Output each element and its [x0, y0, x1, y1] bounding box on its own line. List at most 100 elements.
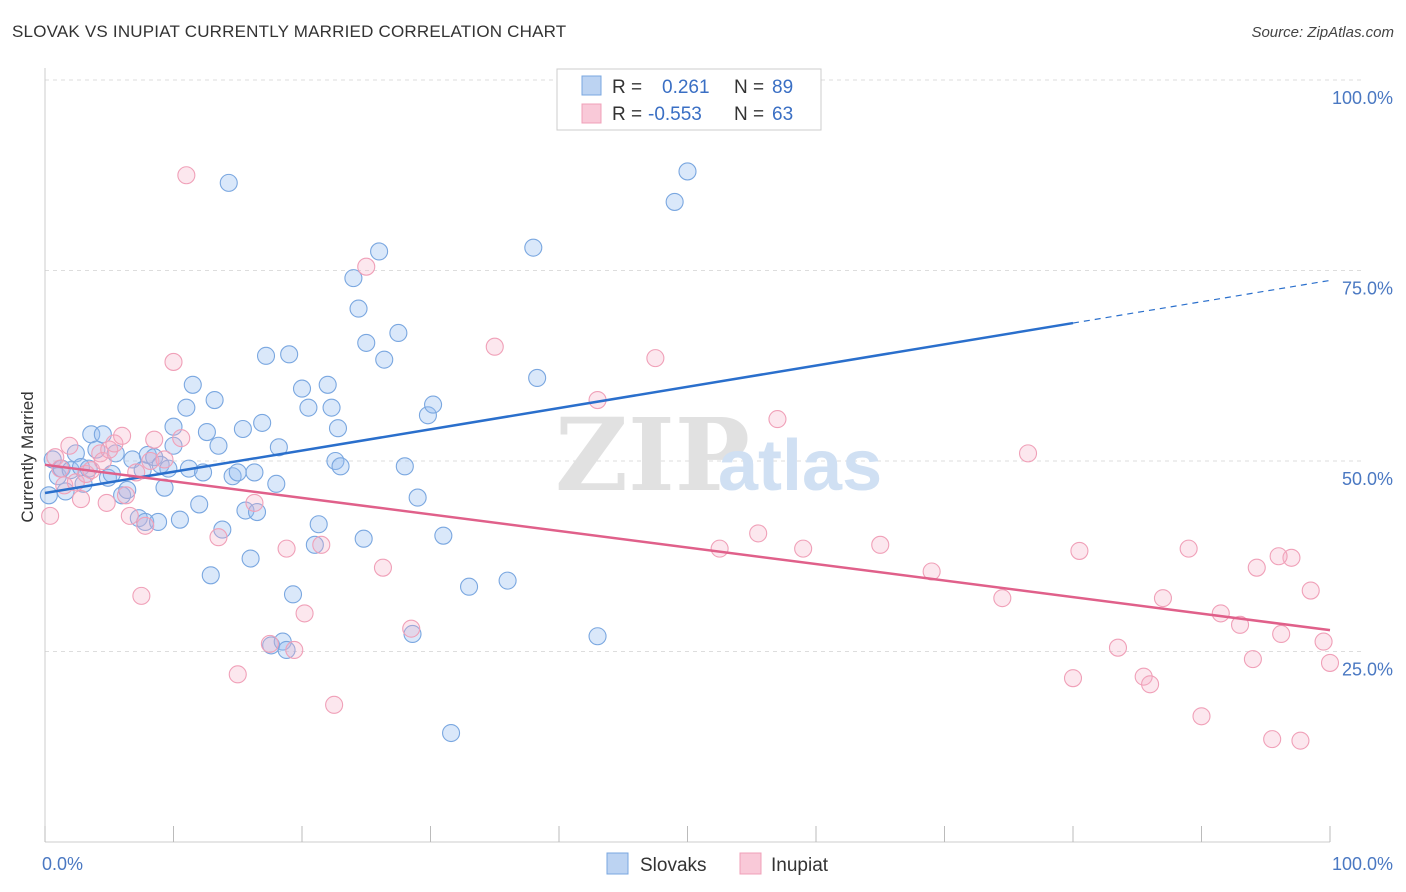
slovak-point-81 — [459, 577, 479, 596]
slovak-point-31 — [177, 398, 196, 417]
slovak-point-58 — [292, 379, 312, 398]
bottom-legend-label-inupiat: Inupiat — [771, 855, 829, 876]
legend: R = 0.261 N = 89 R = -0.553 N = 63 — [556, 68, 822, 131]
inupiat-point-49 — [1063, 669, 1083, 688]
slovak-point-82 — [498, 571, 517, 590]
inupiat-trend-line — [44, 463, 1331, 632]
inupiat-point-0 — [41, 506, 60, 525]
slovak-point-71 — [370, 242, 389, 261]
inupiat-point-4 — [60, 436, 79, 455]
inupiat-point-21 — [145, 430, 164, 449]
slovak-point-38 — [205, 390, 224, 410]
legend-n-value-slovak: 89 — [772, 77, 793, 98]
slovak-point-77 — [418, 406, 437, 425]
inupiat-point-33 — [312, 535, 331, 554]
slovak-point-21 — [136, 512, 155, 532]
slovak-point-67 — [344, 269, 363, 288]
inupiat-point-41 — [710, 539, 729, 558]
slovak-point-33 — [183, 375, 202, 394]
legend-n-label-slovak: N = — [734, 77, 764, 98]
legend-n-label-inupiat: N = — [734, 104, 764, 125]
trend-lines — [44, 279, 1331, 632]
watermark: ZIP atlas — [555, 396, 882, 514]
slovak-point-76 — [408, 488, 427, 507]
inupiat-point-38 — [485, 337, 504, 356]
slovak-point-70 — [357, 333, 376, 352]
inupiat-point-35 — [357, 257, 376, 276]
slovak-point-29 — [170, 510, 189, 529]
y-tick-label-75: 75.0% — [1342, 279, 1393, 299]
slovak-point-57 — [280, 345, 299, 364]
slovak-point-50 — [256, 346, 276, 365]
inupiat-point-27 — [228, 665, 247, 684]
inupiat-points — [41, 166, 1340, 750]
slovak-point-63 — [322, 398, 341, 417]
legend-r-label-slovak: R = — [612, 77, 642, 98]
inupiat-point-36 — [373, 558, 393, 577]
x-tick-label-0: 0.0% — [42, 854, 83, 874]
inupiat-point-32 — [295, 604, 314, 623]
legend-n-value-inupiat: 63 — [772, 104, 793, 125]
x-tick-label-100: 100.0% — [1332, 854, 1393, 874]
slovak-point-64 — [326, 451, 345, 471]
inupiat-point-23 — [164, 352, 183, 371]
slovak-point-74 — [395, 457, 414, 476]
inupiat-point-52 — [1134, 667, 1153, 686]
legend-r-value-inupiat: -0.553 — [648, 104, 702, 125]
slovak-point-62 — [318, 375, 337, 394]
slovak-point-55 — [277, 640, 296, 660]
slovak-point-44 — [233, 419, 252, 439]
inupiat-point-50 — [1070, 541, 1089, 560]
slovak-point-41 — [219, 173, 238, 192]
inupiat-point-62 — [1272, 624, 1291, 644]
y-tick-label-100: 100.0% — [1332, 88, 1393, 108]
y-tick-label-25: 25.0% — [1342, 660, 1393, 680]
inupiat-point-68 — [1269, 547, 1288, 566]
inupiat-point-31 — [285, 640, 304, 660]
slovak-point-59 — [299, 398, 318, 417]
inupiat-point-43 — [768, 410, 787, 429]
inupiat-point-64 — [1291, 731, 1310, 750]
slovak-point-53 — [269, 438, 288, 457]
slovak-trend-line — [44, 321, 1074, 495]
inupiat-point-24 — [172, 429, 191, 448]
slovak-point-34 — [190, 495, 209, 514]
slovak-point-16 — [113, 486, 132, 505]
slovak-point-80 — [442, 723, 461, 743]
inupiat-point-44 — [794, 539, 813, 558]
inupiat-point-53 — [1141, 675, 1160, 694]
slovak-point-78 — [424, 395, 443, 414]
slovak-point-87 — [678, 162, 697, 181]
inupiat-point-11 — [97, 493, 116, 512]
inupiat-point-15 — [116, 486, 136, 505]
inupiat-point-40 — [646, 349, 665, 368]
slovak-point-86 — [665, 192, 684, 211]
slovak-point-37 — [201, 566, 220, 585]
slovak-point-84 — [528, 368, 547, 387]
inupiat-point-58 — [1231, 615, 1250, 634]
inupiat-point-54 — [1153, 589, 1172, 608]
inupiat-point-10 — [93, 451, 112, 471]
inupiat-point-6 — [71, 490, 91, 509]
inupiat-point-34 — [325, 695, 344, 714]
inupiat-point-66 — [1314, 632, 1333, 651]
slovak-point-56 — [283, 585, 303, 604]
inupiat-point-37 — [402, 619, 421, 638]
inupiat-point-65 — [1301, 581, 1320, 600]
slovak-point-49 — [253, 413, 272, 432]
bottom-legend-swatch-slovaks — [606, 852, 629, 875]
inupiat-point-29 — [260, 634, 279, 653]
slovak-point-79 — [434, 526, 453, 545]
axes: 25.0% 50.0% 75.0% 100.0% 0.0% 100.0% Currently… — [18, 68, 1393, 874]
inupiat-point-55 — [1179, 539, 1198, 558]
watermark-zip: ZIP — [555, 396, 750, 514]
slovak-point-68 — [349, 299, 368, 318]
inupiat-point-22 — [155, 450, 174, 469]
inupiat-point-59 — [1243, 650, 1262, 669]
slovak-point-46 — [241, 549, 260, 568]
inupiat-point-48 — [1018, 444, 1038, 463]
watermark-atlas: atlas — [718, 426, 882, 506]
legend-r-value-slovak: 0.261 — [662, 77, 710, 98]
inupiat-point-18 — [132, 586, 151, 605]
slovak-point-60 — [305, 535, 324, 554]
